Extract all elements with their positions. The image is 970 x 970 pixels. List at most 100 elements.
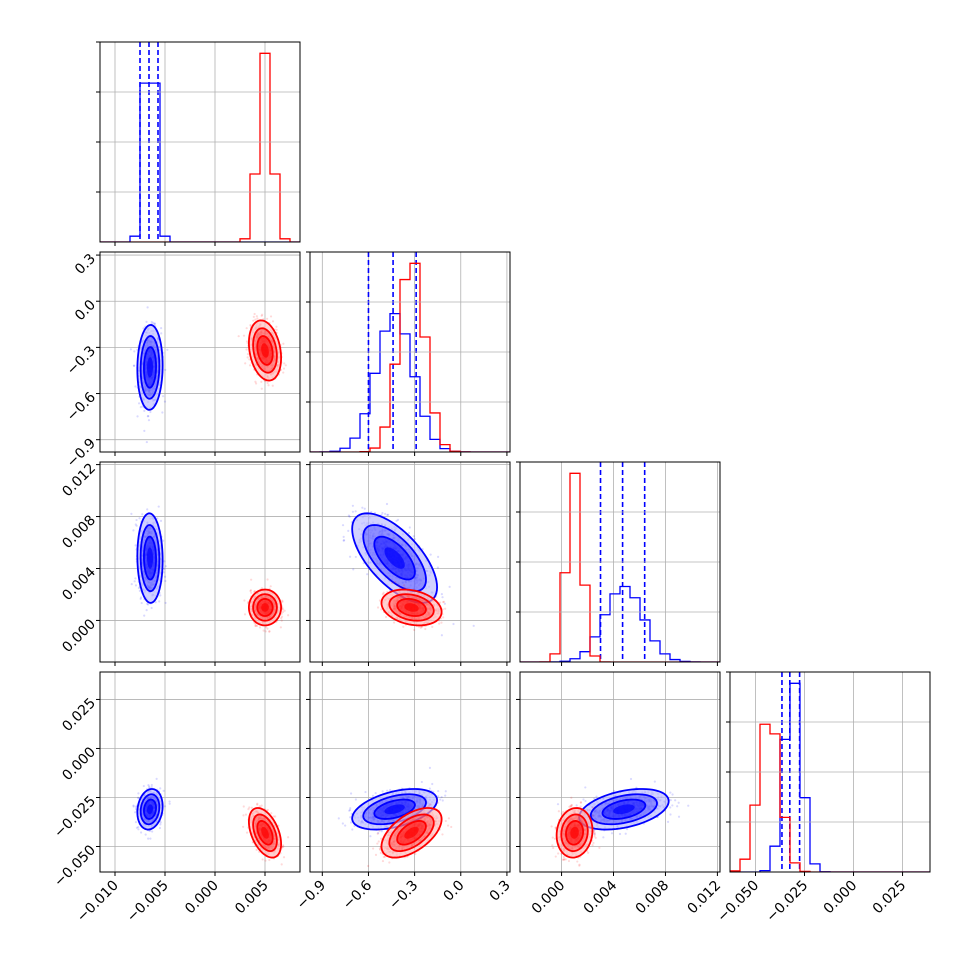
scatter-point	[342, 539, 346, 542]
contour-line	[252, 327, 278, 374]
scatter-point	[441, 596, 444, 599]
scatter-point	[351, 504, 354, 507]
scatter-point	[163, 567, 166, 570]
scatter-point	[130, 512, 133, 515]
scatter-point	[164, 565, 167, 568]
scatter-point	[248, 364, 252, 367]
contour-fill	[384, 547, 405, 569]
scatter-point	[261, 313, 264, 316]
scatter-point	[252, 319, 255, 322]
scatter-point	[442, 600, 446, 603]
contour-line	[373, 535, 416, 581]
scatter-point	[134, 584, 138, 587]
scatter-point	[163, 805, 167, 808]
scatter-point	[442, 616, 445, 619]
scatter-point	[347, 514, 350, 517]
scatter-point	[438, 601, 442, 604]
scatter-point	[138, 589, 141, 592]
scatter-point	[396, 518, 400, 521]
scatter-point	[133, 580, 136, 583]
scatter-point	[399, 586, 402, 590]
scatter-point	[351, 510, 355, 513]
scatter-point	[244, 362, 247, 365]
scatter-point	[384, 512, 387, 516]
histogram-line	[310, 312, 510, 452]
scatter-point	[378, 599, 382, 602]
scatter-point	[443, 602, 446, 605]
scatter-point	[255, 624, 259, 627]
scatter-point	[153, 322, 156, 326]
scatter-point	[150, 606, 153, 610]
scatter-point	[249, 589, 252, 593]
scatter-point	[138, 517, 141, 520]
scatter-point	[163, 400, 167, 403]
scatter-point	[253, 590, 256, 593]
scatter-point	[147, 414, 150, 418]
scatter-point	[141, 513, 144, 516]
scatter-point	[159, 594, 162, 597]
panel-3-0	[96, 671, 301, 876]
scatter-point	[146, 508, 149, 511]
scatter-point	[140, 601, 143, 605]
scatter-point	[381, 511, 384, 515]
scatter-point	[348, 515, 351, 518]
scatter-point	[145, 609, 148, 612]
scatter-point	[281, 610, 285, 614]
scatter-point	[139, 597, 142, 601]
scatter-point	[253, 312, 256, 316]
scatter-point	[260, 314, 263, 317]
scatter-point	[266, 578, 269, 581]
scatter-point	[145, 440, 148, 444]
scatter-point	[280, 619, 283, 622]
scatter-point	[147, 419, 151, 422]
scatter-point	[440, 621, 443, 624]
scatter-point	[419, 626, 422, 629]
panel-frame	[99, 251, 301, 453]
scatter-point	[134, 805, 138, 809]
scatter-point	[158, 826, 162, 830]
scatter-point	[254, 624, 257, 627]
scatter-point	[260, 387, 263, 390]
scatter-point	[132, 364, 136, 367]
scatter-point	[134, 821, 138, 824]
scatter-point	[381, 592, 384, 596]
scatter-point	[437, 555, 440, 558]
scatter-point	[132, 364, 136, 367]
scatter-point	[135, 826, 139, 829]
scatter-point	[269, 585, 272, 588]
scatter-point	[162, 539, 165, 542]
contour-fill	[261, 343, 269, 358]
contour-line	[139, 524, 161, 593]
scatter-point	[342, 535, 345, 539]
scatter-point	[284, 364, 287, 367]
scatter-point	[159, 787, 162, 790]
scatter-point	[431, 625, 434, 628]
scatter-point	[287, 614, 290, 617]
histogram-line	[520, 585, 720, 662]
scatter-point	[352, 568, 355, 571]
scatter-point	[245, 348, 248, 351]
scatter-point	[142, 327, 145, 330]
panel-content	[132, 777, 290, 866]
scatter-point	[275, 328, 278, 331]
scatter-point	[395, 519, 398, 522]
scatter-point	[162, 789, 165, 792]
contour-fill	[146, 357, 154, 378]
scatter-point	[260, 587, 264, 590]
scatter-point	[366, 573, 369, 576]
scatter-point	[264, 630, 267, 633]
scatter-point	[267, 384, 270, 387]
contour-line	[143, 346, 157, 389]
scatter-point	[342, 539, 345, 542]
scatter-point	[150, 320, 153, 324]
scatter-point	[382, 591, 385, 594]
scatter-point	[266, 381, 269, 385]
scatter-point	[157, 505, 160, 508]
scatter-point	[245, 327, 248, 330]
contour-fill	[404, 603, 419, 612]
scatter-point	[246, 353, 250, 356]
contour-line	[256, 335, 274, 366]
scatter-point	[380, 608, 383, 611]
contour-line	[256, 597, 274, 617]
contour-fill	[261, 603, 269, 612]
